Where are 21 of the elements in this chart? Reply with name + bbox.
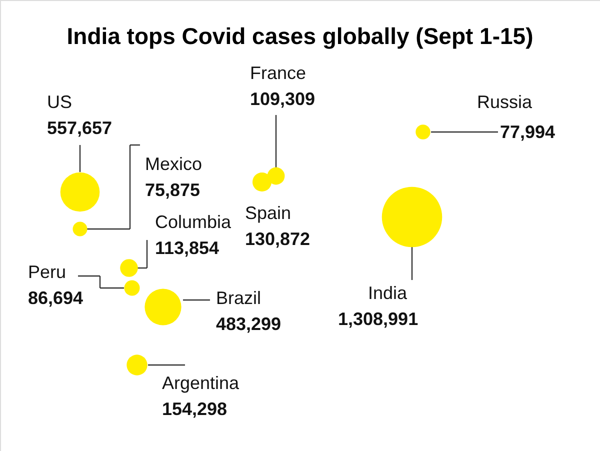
data-label: 483,299 bbox=[216, 314, 282, 334]
category-label: US bbox=[47, 92, 72, 112]
category-label: Mexico bbox=[145, 154, 202, 174]
category-label: Spain bbox=[245, 203, 292, 223]
text: India tops Covid cases globally (Sept 1-15) bbox=[66, 23, 534, 49]
data-label: 1,308,991 bbox=[338, 309, 418, 329]
data-label: 154,298 bbox=[162, 399, 228, 419]
category-label: India bbox=[368, 283, 408, 303]
data-label: 75,875 bbox=[145, 180, 200, 200]
data-label: 557,657 bbox=[47, 118, 112, 138]
category-label: Peru bbox=[28, 262, 66, 282]
data-label: 130,872 bbox=[245, 229, 310, 249]
data-label: 113,854 bbox=[155, 238, 220, 258]
category-label: Argentina bbox=[162, 373, 240, 393]
data-label: 86,694 bbox=[28, 288, 84, 308]
category-label: Russia bbox=[477, 92, 534, 112]
data-label: 77,994 bbox=[500, 122, 556, 142]
category-label: Columbia bbox=[155, 212, 232, 232]
category-label: France bbox=[250, 63, 306, 83]
category-label: Brazil bbox=[216, 288, 262, 308]
data-label: 109,309 bbox=[250, 89, 316, 109]
